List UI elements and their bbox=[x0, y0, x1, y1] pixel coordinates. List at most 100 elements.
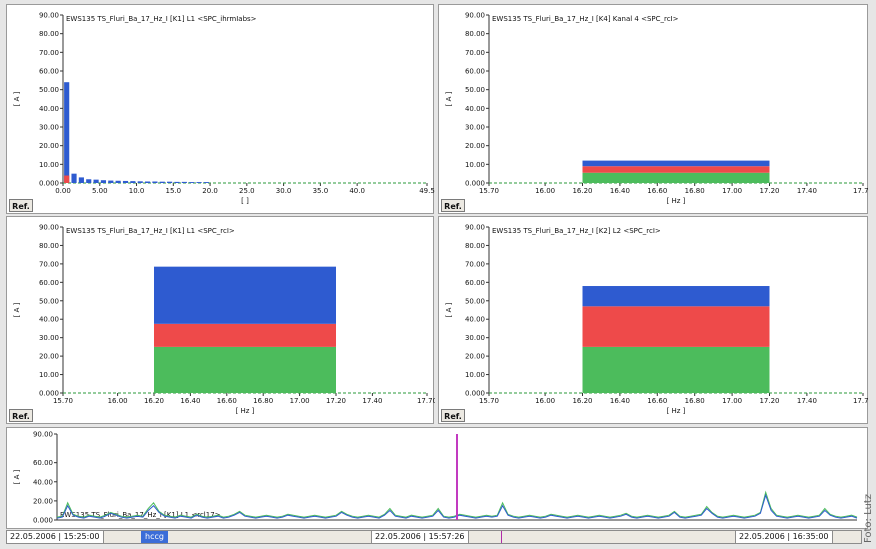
ref-button[interactable]: Ref. bbox=[9, 409, 33, 422]
l2-spectrum-panel: EWS135 TS_Fluri_Ba_17_Hz_I [K2] L2 <SPC_… bbox=[438, 216, 869, 424]
x-tick-label: 17.40 bbox=[797, 187, 817, 195]
harmonic-bar bbox=[144, 181, 151, 183]
y-tick-label: 80.00 bbox=[465, 30, 485, 38]
chart-title: EWS135 TS_Fluri_Ba_17_Hz_I [K1] L1 <SPC_… bbox=[66, 15, 257, 23]
l1-spectrum-panel: EWS135 TS_Fluri_Ba_17_Hz_I [K1] L1 <SPC_… bbox=[6, 216, 435, 424]
y-tick-label: 70.00 bbox=[465, 260, 485, 268]
y-axis-label: [ A ] bbox=[13, 91, 21, 106]
y-tick-label: 0.000 bbox=[33, 517, 53, 525]
x-tick-label: 16.60 bbox=[217, 397, 237, 405]
x-tick-label: 20.0 bbox=[202, 187, 218, 195]
y-tick-label: 60.00 bbox=[33, 459, 53, 467]
y-tick-label: 20.00 bbox=[33, 497, 53, 505]
y-tick-label: 10.00 bbox=[39, 371, 59, 379]
harmonic-bar bbox=[71, 173, 77, 183]
x-tick-label: 16.40 bbox=[610, 397, 630, 405]
x-tick-label: 25.0 bbox=[239, 187, 255, 195]
y-tick-label: 60.00 bbox=[465, 279, 485, 287]
y-tick-label: 90.00 bbox=[39, 224, 59, 232]
harmonic-bar bbox=[78, 177, 84, 183]
x-tick-label: 5.00 bbox=[92, 187, 108, 195]
y-tick-label: 20.00 bbox=[465, 142, 485, 150]
time-navigation-bar: 22.05.2006 | 15:25:00 hccg 22.05.2006 | … bbox=[6, 530, 862, 544]
x-tick-label: 16.20 bbox=[572, 187, 592, 195]
y-tick-label: 30.00 bbox=[465, 124, 485, 132]
l1-chart: EWS135 TS_Fluri_Ba_17_Hz_I [K1] L1 <SPC_… bbox=[13, 224, 435, 416]
ref-button[interactable]: Ref. bbox=[441, 199, 465, 212]
y-tick-label: 10.00 bbox=[39, 161, 59, 169]
x-tick-label: 17.40 bbox=[797, 397, 817, 405]
harmonic-bar bbox=[189, 182, 195, 183]
time-cursor-handle[interactable]: hccg bbox=[141, 531, 168, 543]
harmonics-spectrum-panel: EWS135 TS_Fluri_Ba_17_Hz_I [K1] L1 <SPC_… bbox=[6, 4, 435, 214]
y-tick-label: 40.00 bbox=[39, 105, 59, 113]
x-tick-label: 17.00 bbox=[290, 397, 310, 405]
ref-button[interactable]: Ref. bbox=[441, 409, 465, 422]
x-tick-label: 16.40 bbox=[180, 397, 200, 405]
stack-segment-red bbox=[582, 306, 770, 347]
x-tick-label: 17.70 bbox=[417, 397, 435, 405]
x-tick-label: 10.0 bbox=[129, 187, 145, 195]
y-tick-label: 60.00 bbox=[39, 68, 59, 76]
x-tick-label: 35.0 bbox=[313, 187, 329, 195]
y-tick-label: 20.00 bbox=[39, 353, 59, 361]
y-tick-label: 10.00 bbox=[465, 161, 485, 169]
harmonic-bar bbox=[174, 181, 180, 183]
stack-segment-green bbox=[582, 346, 770, 393]
y-tick-label: 30.00 bbox=[39, 334, 59, 342]
y-tick-label: 70.00 bbox=[39, 260, 59, 268]
harmonic-bar bbox=[167, 181, 173, 183]
x-tick-label: 16.40 bbox=[610, 187, 630, 195]
x-tick-label: 16.00 bbox=[535, 397, 555, 405]
x-tick-label: 0.00 bbox=[55, 187, 71, 195]
y-axis-label: [ A ] bbox=[13, 469, 21, 484]
chart-title: EWS135 TS_Fluri_Ba_17_Hz_I [K2] L2 <SPC_… bbox=[492, 227, 661, 235]
stack-segment-blue bbox=[582, 286, 770, 307]
y-tick-label: 0.000 bbox=[465, 390, 485, 398]
x-tick-label: 15.70 bbox=[479, 187, 499, 195]
harmonic-bar bbox=[115, 180, 121, 183]
x-axis-label: [ Hz ] bbox=[667, 197, 686, 205]
y-tick-label: 80.00 bbox=[39, 242, 59, 250]
stack-segment-green bbox=[154, 346, 336, 393]
stack-segment-blue bbox=[154, 266, 336, 324]
x-tick-label: 16.80 bbox=[685, 187, 705, 195]
harmonic-bar bbox=[93, 179, 99, 183]
y-tick-label: 60.00 bbox=[465, 68, 485, 76]
y-tick-label: 0.000 bbox=[465, 180, 485, 188]
y-tick-label: 50.00 bbox=[39, 297, 59, 305]
x-tick-label: 49.5 bbox=[419, 187, 435, 195]
x-tick-label: 15.70 bbox=[53, 397, 73, 405]
trend-chart: EWS135 TS_Fluri_Ba_17_Hz_I [K1] L1 <rcl1… bbox=[13, 431, 858, 525]
y-tick-label: 10.00 bbox=[465, 371, 485, 379]
harmonic-bar bbox=[122, 180, 129, 183]
x-tick-label: 16.60 bbox=[647, 397, 667, 405]
y-tick-label: 50.00 bbox=[39, 86, 59, 94]
y-tick-label: 40.00 bbox=[39, 316, 59, 324]
harmonic-bar bbox=[86, 179, 92, 183]
x-tick-label: 16.20 bbox=[572, 397, 592, 405]
x-axis-label: [ Hz ] bbox=[667, 407, 686, 415]
y-tick-label: 80.00 bbox=[39, 30, 59, 38]
chart-title: EWS135 TS_Fluri_Ba_17_Hz_I [K4] Kanal 4 … bbox=[492, 15, 679, 23]
x-tick-label: 30.0 bbox=[276, 187, 292, 195]
y-tick-label: 20.00 bbox=[465, 353, 485, 361]
harmonic-bar-base bbox=[64, 175, 70, 183]
y-tick-label: 70.00 bbox=[39, 49, 59, 57]
chart-title: EWS135 TS_Fluri_Ba_17_Hz_I [K1] L1 <SPC_… bbox=[66, 227, 235, 235]
x-tick-label: 17.20 bbox=[326, 397, 346, 405]
y-tick-label: 50.00 bbox=[465, 86, 485, 94]
x-tick-label: 16.00 bbox=[535, 187, 555, 195]
x-tick-label: 40.0 bbox=[349, 187, 365, 195]
x-tick-label: 16.80 bbox=[253, 397, 273, 405]
start-time: 22.05.2006 | 15:25:00 bbox=[7, 531, 104, 543]
y-tick-label: 30.00 bbox=[465, 334, 485, 342]
stack-segment-red bbox=[582, 166, 770, 173]
ref-button[interactable]: Ref. bbox=[9, 199, 33, 212]
x-tick-label: 16.60 bbox=[647, 187, 667, 195]
kanal4-chart: EWS135 TS_Fluri_Ba_17_Hz_I [K4] Kanal 4 … bbox=[445, 12, 869, 206]
kanal4-spectrum-panel: EWS135 TS_Fluri_Ba_17_Hz_I [K4] Kanal 4 … bbox=[438, 4, 869, 214]
harmonic-bar bbox=[159, 181, 165, 183]
x-tick-label: 17.70 bbox=[853, 187, 869, 195]
y-tick-label: 50.00 bbox=[465, 297, 485, 305]
